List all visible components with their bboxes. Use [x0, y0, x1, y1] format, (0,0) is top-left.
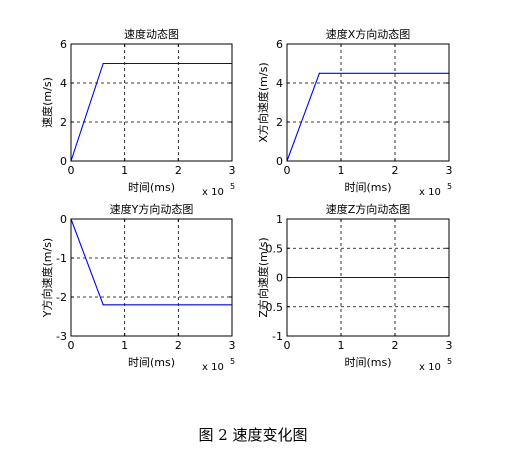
plot-area [71, 219, 232, 336]
x-tick-label: 0 [68, 339, 75, 352]
y-tick-label: 4 [60, 77, 67, 90]
x-tick-label: 3 [446, 339, 453, 352]
x-multiplier: x 10 [419, 187, 441, 198]
y-tick-label: -1 [272, 330, 283, 343]
x-tick-label: 1 [338, 164, 345, 177]
data-point [102, 62, 104, 65]
x-axis-label: 时间(ms) [344, 181, 391, 194]
x-tick-label: 1 [338, 339, 345, 352]
x-tick-label: 1 [121, 164, 128, 177]
x-multiplier: x 10 [419, 362, 441, 373]
x-exponent: 5 [447, 182, 452, 191]
chart-title: 速度Z方向动态图 [326, 202, 411, 216]
chart-title: 速度X方向动态图 [326, 27, 411, 41]
x-multiplier: x 10 [202, 362, 224, 373]
y-tick-label: -0.5 [262, 301, 283, 314]
x-tick-label: 2 [392, 164, 399, 177]
y-tick-label: 2 [60, 116, 67, 129]
x-exponent: 5 [230, 357, 235, 366]
data-point [102, 304, 104, 306]
y-tick-label: 4 [276, 77, 283, 90]
x-tick-label: 3 [229, 164, 236, 177]
y-tick-label: 2 [276, 116, 283, 129]
x-exponent: 5 [230, 182, 235, 191]
x-tick-label: 2 [175, 339, 182, 352]
chart-title: 速度Y方向动态图 [110, 202, 194, 216]
x-exponent: 5 [447, 357, 452, 366]
x-tick-label: 0 [284, 339, 291, 352]
x-tick-label: 2 [175, 164, 182, 177]
plot-area [287, 44, 449, 161]
y-tick-label: -3 [56, 330, 67, 343]
x-axis-label: 时间(ms) [128, 356, 175, 369]
y-tick-label: 0 [276, 272, 283, 285]
x-axis-label: 时间(ms) [344, 356, 391, 369]
y-tick-label: 0 [60, 155, 67, 168]
x-tick-label: 1 [121, 339, 128, 352]
y-tick-label: 0.5 [266, 242, 284, 255]
x-tick-label: 2 [392, 339, 399, 352]
x-tick-label: 3 [229, 339, 236, 352]
y-tick-label: 1 [276, 213, 283, 226]
axes-frame [70, 218, 233, 337]
x-tick-label: 0 [68, 164, 75, 177]
figure-caption: 图 2 速度变化图 [198, 426, 308, 444]
chart-title: 速度动态图 [124, 27, 179, 41]
axes-frame [286, 43, 450, 162]
y-axis-label: X方向速度(m/s) [256, 62, 270, 142]
y-tick-label: 6 [276, 38, 283, 51]
y-tick-label: 0 [60, 213, 67, 226]
y-axis-label: Z方向速度(m/s) [256, 237, 270, 317]
y-tick-label: 6 [60, 38, 67, 51]
data-point [318, 72, 320, 74]
x-tick-label: 0 [284, 164, 291, 177]
x-multiplier: x 10 [202, 187, 224, 198]
x-tick-label: 3 [446, 164, 453, 177]
y-axis-label: Y方向速度(m/s) [40, 238, 54, 318]
x-axis-label: 时间(ms) [128, 181, 175, 194]
y-tick-label: -1 [56, 252, 67, 265]
plot-area [71, 44, 232, 161]
axes-frame [70, 43, 233, 162]
y-axis-label: 速度(m/s) [40, 77, 54, 128]
y-tick-label: -2 [56, 291, 67, 304]
y-tick-label: 0 [276, 155, 283, 168]
